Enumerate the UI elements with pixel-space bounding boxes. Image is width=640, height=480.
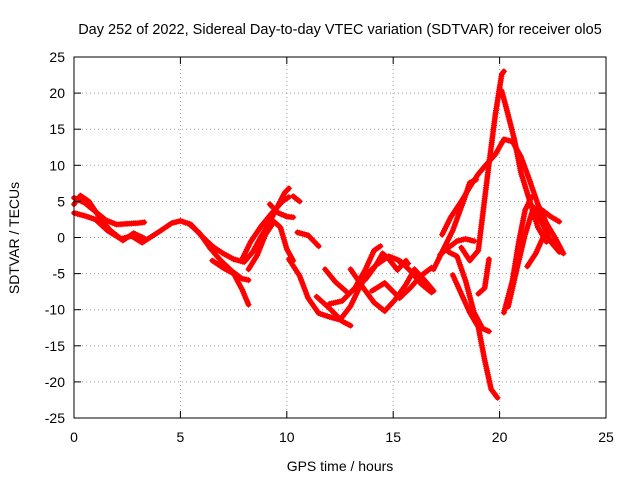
x-tick-label: 15 — [385, 429, 401, 445]
series-markers — [294, 229, 322, 250]
x-tick-label: 20 — [492, 429, 508, 445]
y-tick-label: 15 — [49, 121, 65, 137]
series-markers — [313, 293, 354, 329]
x-tick-label: 5 — [177, 429, 185, 445]
series-track-24 — [458, 68, 507, 264]
series-track-7 — [245, 218, 297, 273]
y-tick-label: -15 — [45, 338, 65, 354]
series-markers — [326, 243, 384, 307]
y-axis-label: SDTVAR / TECUs — [6, 182, 22, 294]
y-tick-label: -20 — [45, 374, 65, 390]
x-tick-label: 10 — [279, 429, 295, 445]
series-markers — [322, 266, 350, 295]
series-track-12 — [322, 266, 350, 295]
y-tick-label: -10 — [45, 302, 65, 318]
y-tick-label: -25 — [45, 410, 65, 426]
series-track-14 — [326, 243, 384, 307]
y-tick-label: 0 — [57, 230, 65, 246]
series-track-22 — [449, 272, 501, 401]
series-track-25 — [475, 256, 492, 297]
x-axis-label: GPS time / hours — [287, 458, 394, 474]
series-track-5 — [209, 257, 252, 308]
series-track-4 — [185, 220, 252, 284]
x-tick-label: 25 — [598, 429, 614, 445]
series-markers — [524, 231, 565, 270]
series-track-20 — [437, 235, 478, 258]
series-track-9 — [290, 193, 303, 205]
series-markers — [209, 257, 252, 308]
series-track-18 — [396, 259, 412, 267]
data-series — [71, 68, 567, 401]
series-track-17 — [368, 264, 435, 302]
series-markers — [245, 218, 297, 273]
y-tick-label: 5 — [57, 193, 65, 209]
series-markers — [539, 207, 563, 225]
series-markers — [290, 193, 303, 205]
y-tick-label: 20 — [49, 85, 65, 101]
series-track-13 — [313, 293, 354, 329]
series-track-29 — [524, 231, 565, 270]
series-track-8 — [266, 201, 297, 221]
series-markers — [239, 194, 292, 263]
series-band — [475, 256, 492, 297]
series-track-6 — [239, 194, 292, 263]
x-tick-label: 0 — [70, 429, 78, 445]
series-track-11 — [294, 229, 322, 250]
series-markers — [368, 264, 435, 302]
axis-ticks: 0 5 10 15 20 25 -25 -20 -15 -10 -5 0 5 10 15 20 25 — [45, 49, 614, 445]
series-markers — [475, 256, 492, 297]
gridlines — [74, 57, 606, 418]
series-markers — [396, 259, 412, 267]
series-track-28 — [498, 87, 550, 245]
series-markers — [445, 248, 492, 335]
series-track-21 — [445, 248, 492, 335]
series-markers — [266, 201, 297, 221]
series-markers — [437, 235, 478, 258]
y-tick-label: -5 — [53, 266, 66, 282]
series-markers — [449, 272, 501, 401]
y-tick-label: 10 — [49, 157, 65, 173]
series-markers — [458, 68, 507, 264]
chart-title: Day 252 of 2022, Sidereal Day-to-day VTE… — [78, 22, 602, 38]
series-markers — [498, 87, 550, 245]
y-tick-label: 25 — [49, 49, 65, 65]
series-track-30 — [539, 207, 563, 225]
